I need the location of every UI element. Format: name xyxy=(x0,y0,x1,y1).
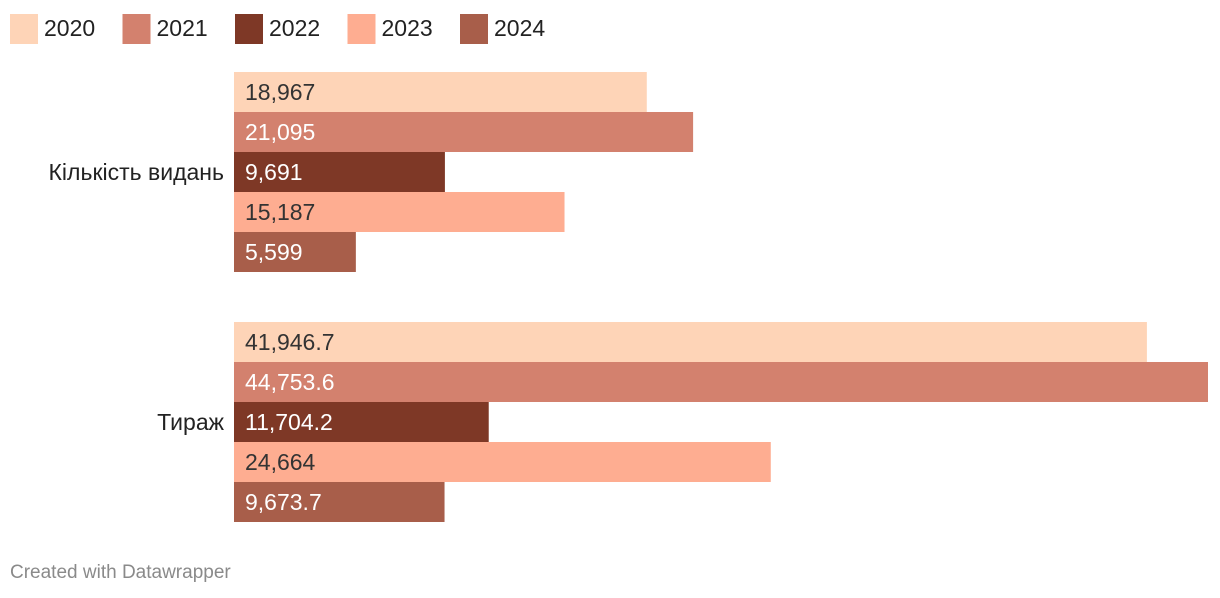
data-label: 44,753.6 xyxy=(245,369,335,395)
data-label: 41,946.7 xyxy=(245,329,335,355)
data-label: 24,664 xyxy=(245,449,316,475)
legend-label-2023: 2023 xyxy=(382,15,433,41)
bar-2023 xyxy=(234,192,565,232)
bar-2021 xyxy=(234,112,694,152)
category-label: Кількість видань xyxy=(49,159,224,185)
bar-2020 xyxy=(234,72,647,112)
bars: 18,967 21,095 9,691 15,187 5,599 41,946.7 44,7… xyxy=(234,72,1208,522)
bar-2020 xyxy=(234,322,1147,362)
bar-2023 xyxy=(234,442,771,482)
category-label: Тираж xyxy=(157,409,224,435)
data-label: 9,673.7 xyxy=(245,489,322,515)
bar-2024 xyxy=(234,482,445,522)
legend-swatch-2024 xyxy=(460,14,488,44)
bar-2021 xyxy=(234,362,1208,402)
data-label: 9,691 xyxy=(245,159,303,185)
legend-label-2021: 2021 xyxy=(157,15,208,41)
legend-label-2024: 2024 xyxy=(494,15,545,41)
legend: 2020 2021 2022 2023 2024 xyxy=(10,14,545,44)
footer-credit: Created with Datawrapper xyxy=(10,562,231,583)
bar-2024 xyxy=(234,232,356,272)
legend-label-2020: 2020 xyxy=(44,15,95,41)
legend-swatch-2022 xyxy=(235,14,263,44)
data-label: 11,704.2 xyxy=(245,409,333,435)
legend-swatch-2020 xyxy=(10,14,38,44)
category-labels: Кількість видань Тираж xyxy=(49,159,225,435)
bar-2022 xyxy=(234,152,445,192)
legend-swatch-2021 xyxy=(122,14,151,44)
data-label: 15,187 xyxy=(245,199,315,225)
data-label: 18,967 xyxy=(245,79,315,105)
legend-label-2022: 2022 xyxy=(269,15,320,41)
legend-swatch-2023 xyxy=(347,14,376,44)
data-label: 5,599 xyxy=(245,239,303,265)
bar-2022 xyxy=(234,402,489,442)
data-label: 21,095 xyxy=(245,119,315,145)
